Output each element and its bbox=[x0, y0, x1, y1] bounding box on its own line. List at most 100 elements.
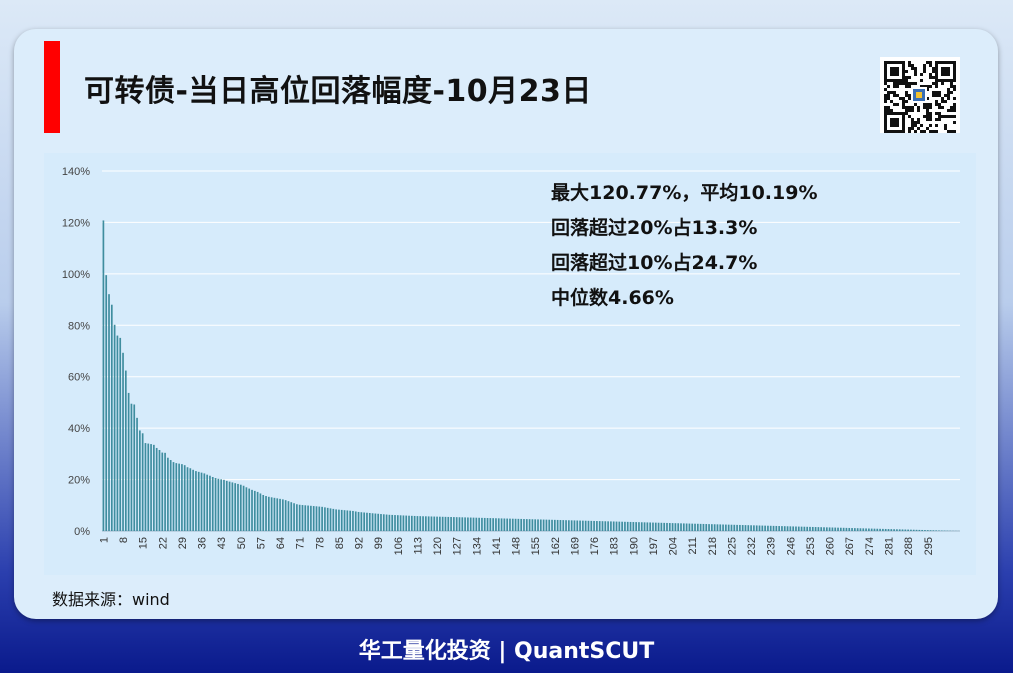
x-tick-label: 197 bbox=[648, 537, 660, 555]
bar bbox=[542, 519, 545, 531]
x-tick-label: 253 bbox=[805, 537, 817, 555]
bar bbox=[167, 457, 169, 531]
bar bbox=[938, 530, 940, 531]
bar bbox=[231, 482, 234, 531]
bar bbox=[276, 498, 279, 531]
bar bbox=[621, 521, 623, 531]
bar bbox=[725, 524, 727, 531]
bar bbox=[495, 518, 497, 531]
bar bbox=[178, 463, 180, 531]
bar bbox=[402, 515, 405, 531]
bar bbox=[590, 520, 593, 531]
x-tick-label: 50 bbox=[236, 537, 248, 549]
bar bbox=[304, 505, 307, 531]
bar bbox=[604, 521, 607, 531]
bar bbox=[183, 465, 186, 531]
bar bbox=[674, 523, 677, 531]
bar bbox=[478, 517, 480, 531]
x-tick-label: 239 bbox=[766, 537, 778, 555]
bar bbox=[127, 392, 130, 531]
bar bbox=[124, 370, 127, 531]
bar bbox=[467, 517, 469, 531]
bar bbox=[136, 417, 138, 531]
x-tick-label: 71 bbox=[295, 537, 307, 549]
bar bbox=[455, 517, 458, 531]
y-tick-label: 140% bbox=[62, 166, 90, 178]
bar bbox=[584, 520, 587, 531]
bar bbox=[324, 507, 326, 531]
x-tick-label: 29 bbox=[177, 537, 189, 549]
bar bbox=[298, 504, 301, 531]
bar bbox=[422, 516, 424, 531]
bar bbox=[531, 519, 534, 531]
bar bbox=[842, 527, 845, 531]
x-tick-label: 260 bbox=[825, 537, 837, 555]
bar bbox=[282, 499, 284, 531]
bar bbox=[139, 430, 141, 531]
bar bbox=[730, 524, 733, 531]
bar bbox=[284, 500, 287, 531]
bar bbox=[652, 522, 654, 531]
bar bbox=[711, 524, 713, 531]
bar bbox=[576, 520, 579, 531]
bar bbox=[481, 517, 483, 531]
x-tick-label: 183 bbox=[609, 537, 621, 555]
bar bbox=[750, 525, 752, 531]
bar bbox=[492, 518, 494, 531]
bar bbox=[234, 483, 237, 531]
bar bbox=[834, 527, 837, 531]
bar bbox=[108, 294, 110, 531]
bar bbox=[854, 528, 856, 531]
bar bbox=[910, 529, 912, 531]
bar bbox=[896, 529, 898, 531]
bar bbox=[640, 522, 643, 531]
bar bbox=[267, 496, 270, 531]
bar bbox=[744, 525, 747, 531]
bar bbox=[789, 526, 792, 531]
bar bbox=[220, 479, 223, 531]
bar bbox=[643, 522, 646, 531]
y-tick-label: 60% bbox=[68, 372, 90, 384]
bar bbox=[214, 478, 217, 531]
bar bbox=[425, 516, 427, 531]
bar bbox=[736, 524, 738, 531]
bar bbox=[186, 467, 189, 531]
bar bbox=[195, 471, 197, 531]
bar bbox=[122, 352, 124, 531]
bar bbox=[172, 462, 175, 531]
bar bbox=[691, 523, 694, 531]
bar bbox=[245, 487, 248, 531]
bar bbox=[155, 447, 158, 531]
bar bbox=[394, 515, 396, 531]
x-tick-label: 295 bbox=[923, 537, 935, 555]
x-tick-label: 78 bbox=[314, 537, 326, 549]
bar bbox=[164, 452, 166, 531]
bar bbox=[772, 525, 775, 531]
x-tick-label: 246 bbox=[785, 537, 797, 555]
bar bbox=[548, 519, 551, 531]
bar bbox=[181, 464, 183, 531]
bar bbox=[192, 469, 194, 531]
bar bbox=[374, 513, 377, 531]
bar bbox=[147, 443, 150, 531]
bar bbox=[660, 522, 663, 531]
chart-panel: 0% 20% 40% 60% 80% 100% 120% 140% 1 8 15 22 29 36 43 50… bbox=[44, 153, 976, 575]
bar bbox=[433, 516, 436, 531]
x-tick-label: 148 bbox=[511, 537, 523, 555]
annotation-text: 中位数4.66% bbox=[551, 286, 674, 309]
x-tick-label: 106 bbox=[393, 537, 405, 555]
bar bbox=[545, 519, 548, 531]
bar bbox=[769, 525, 772, 531]
y-tick-label: 100% bbox=[62, 269, 90, 281]
bar bbox=[357, 511, 360, 531]
bar bbox=[739, 524, 741, 531]
bar bbox=[279, 498, 281, 531]
x-tick-label: 85 bbox=[334, 537, 346, 549]
bar bbox=[217, 478, 220, 531]
bar bbox=[175, 463, 178, 531]
bar bbox=[416, 516, 419, 531]
bar bbox=[497, 518, 500, 531]
bar bbox=[727, 524, 730, 531]
bar bbox=[859, 528, 862, 531]
bar bbox=[511, 518, 514, 531]
